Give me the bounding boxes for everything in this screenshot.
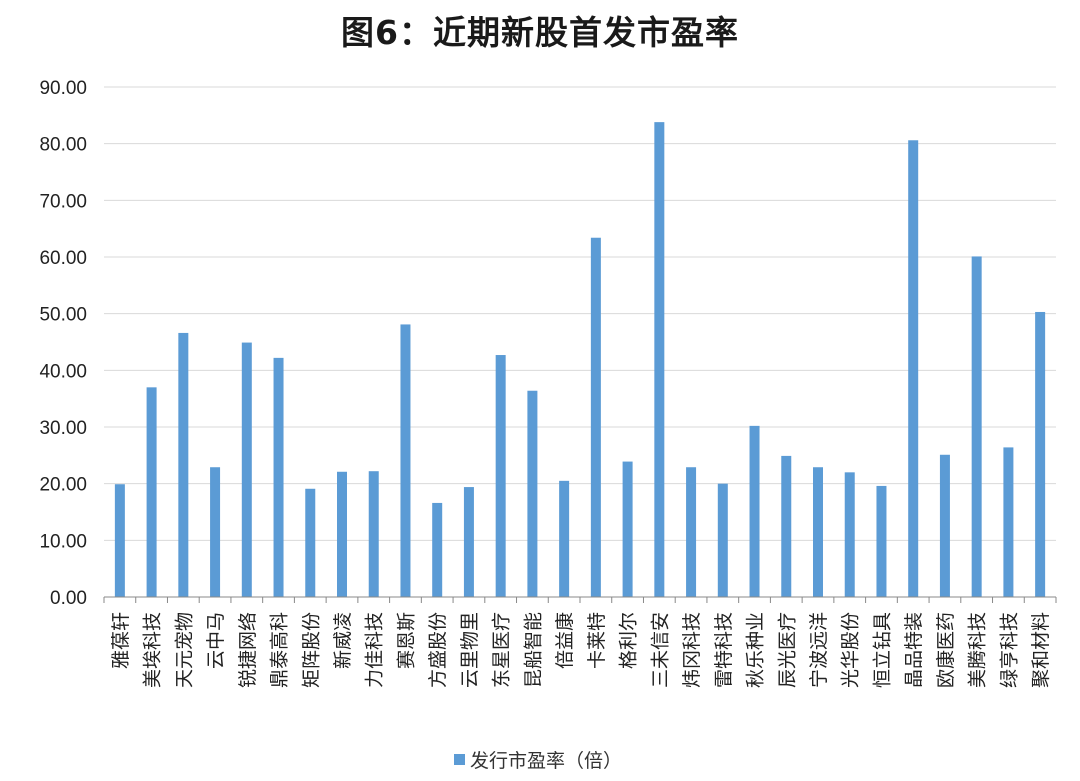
x-tick-label: 晶品特装 bbox=[903, 612, 925, 688]
bar bbox=[654, 122, 665, 597]
legend-label: 发行市盈率（倍） bbox=[470, 750, 622, 772]
bar bbox=[527, 390, 538, 597]
bars bbox=[114, 122, 1046, 597]
y-tick-label: 80.00 bbox=[39, 135, 87, 156]
x-tick-label: 锐捷网络 bbox=[237, 612, 259, 688]
bar bbox=[717, 483, 728, 597]
x-tick-label: 恒立钻具 bbox=[871, 612, 893, 688]
bar bbox=[559, 480, 570, 597]
bar bbox=[939, 454, 950, 597]
legend-swatch bbox=[454, 754, 465, 765]
x-tick-label: 鼎泰高科 bbox=[269, 612, 291, 688]
bar bbox=[178, 332, 189, 597]
bar bbox=[241, 342, 252, 597]
bar bbox=[305, 488, 316, 597]
x-axis bbox=[103, 596, 1057, 603]
x-tick-label: 美埃科技 bbox=[142, 612, 164, 688]
bar bbox=[876, 485, 887, 597]
x-tick-label: 宁波远洋 bbox=[808, 612, 830, 688]
bar bbox=[463, 487, 474, 597]
bar bbox=[210, 467, 221, 597]
bar bbox=[844, 472, 855, 597]
x-tick-label: 天元宠物 bbox=[173, 612, 195, 688]
x-tick-label: 东星医疗 bbox=[491, 612, 513, 688]
bar bbox=[400, 324, 411, 597]
x-tick-label: 秋乐种业 bbox=[745, 612, 767, 688]
x-tick-label: 云里物里 bbox=[459, 612, 481, 688]
bar bbox=[908, 140, 919, 597]
y-tick-label: 90.00 bbox=[39, 78, 87, 99]
x-tick-label: 力佳科技 bbox=[364, 612, 386, 688]
grid-lines bbox=[104, 86, 1056, 541]
bar bbox=[686, 467, 697, 597]
x-tick-label: 倍益康 bbox=[554, 612, 576, 669]
x-tick-label: 三未信安 bbox=[649, 612, 671, 688]
bar bbox=[273, 357, 284, 597]
bar bbox=[622, 461, 633, 597]
x-tick-label: 卡莱特 bbox=[586, 612, 608, 669]
bar bbox=[781, 455, 792, 597]
bar bbox=[813, 467, 823, 597]
bar bbox=[971, 256, 982, 597]
x-tick-label: 方盛股份 bbox=[427, 612, 449, 688]
y-tick-label: 10.00 bbox=[39, 531, 87, 552]
bar bbox=[432, 502, 443, 597]
x-tick-label: 聚和材料 bbox=[1030, 612, 1052, 688]
bar bbox=[495, 355, 506, 597]
bar bbox=[590, 237, 601, 597]
y-axis-ticks: 0.00 10.00 20.00 30.00 40.00 50.00 60.00 70.00 8… bbox=[39, 78, 87, 609]
y-tick-label: 70.00 bbox=[39, 191, 87, 212]
y-tick-label: 20.00 bbox=[39, 475, 87, 496]
bar bbox=[368, 471, 379, 597]
y-tick-label: 50.00 bbox=[39, 305, 87, 326]
x-tick-label: 光华股份 bbox=[840, 612, 862, 688]
bar bbox=[1003, 447, 1014, 597]
x-tick-label: 矩阵股份 bbox=[300, 612, 322, 688]
bar bbox=[749, 425, 760, 597]
x-tick-label: 昆船智能 bbox=[522, 612, 544, 688]
x-tick-label: 辰光医疗 bbox=[776, 612, 798, 688]
bar bbox=[146, 387, 157, 597]
bar bbox=[337, 471, 347, 597]
x-tick-label: 格利尔 bbox=[618, 612, 640, 669]
chart-title: 图6：近期新股首发市盈率 bbox=[341, 13, 739, 52]
x-tick-label: 绿亨科技 bbox=[998, 612, 1020, 688]
x-axis-ticks: 雅葆轩 美埃科技 天元宠物 云中马 锐捷网络 鼎泰高科 矩阵股份 新威凌 力佳科技 赛恩斯 方盛股份… bbox=[110, 612, 1052, 688]
y-tick-label: 60.00 bbox=[39, 248, 87, 269]
x-tick-label: 美腾科技 bbox=[967, 612, 989, 688]
x-tick-label: 雷特科技 bbox=[713, 612, 735, 688]
x-tick-label: 雅葆轩 bbox=[110, 612, 132, 669]
y-tick-label: 40.00 bbox=[39, 361, 87, 382]
bar bbox=[114, 484, 125, 597]
x-tick-label: 欧康医药 bbox=[935, 612, 957, 688]
legend: 发行市盈率（倍） bbox=[454, 750, 622, 772]
x-tick-label: 炜冈科技 bbox=[681, 612, 703, 688]
x-tick-label: 新威凌 bbox=[332, 612, 354, 669]
bar bbox=[1035, 311, 1046, 597]
x-tick-label: 赛恩斯 bbox=[395, 612, 417, 669]
x-tick-label: 云中马 bbox=[205, 612, 227, 669]
y-tick-label: 30.00 bbox=[39, 418, 87, 439]
y-tick-label: 0.00 bbox=[50, 588, 87, 609]
